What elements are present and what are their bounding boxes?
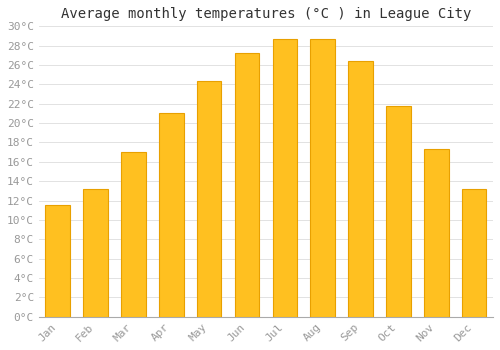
Bar	[386, 106, 410, 317]
Bar	[121, 152, 146, 317]
Bar	[272, 39, 297, 317]
Bar	[462, 189, 486, 317]
Bar	[310, 39, 335, 317]
Bar	[159, 113, 184, 317]
Bar	[46, 205, 70, 317]
Bar	[348, 61, 373, 317]
Bar	[84, 189, 108, 317]
Bar	[197, 82, 222, 317]
Bar	[424, 149, 448, 317]
Bar	[234, 54, 260, 317]
Title: Average monthly temperatures (°C ) in League City: Average monthly temperatures (°C ) in Le…	[60, 7, 471, 21]
